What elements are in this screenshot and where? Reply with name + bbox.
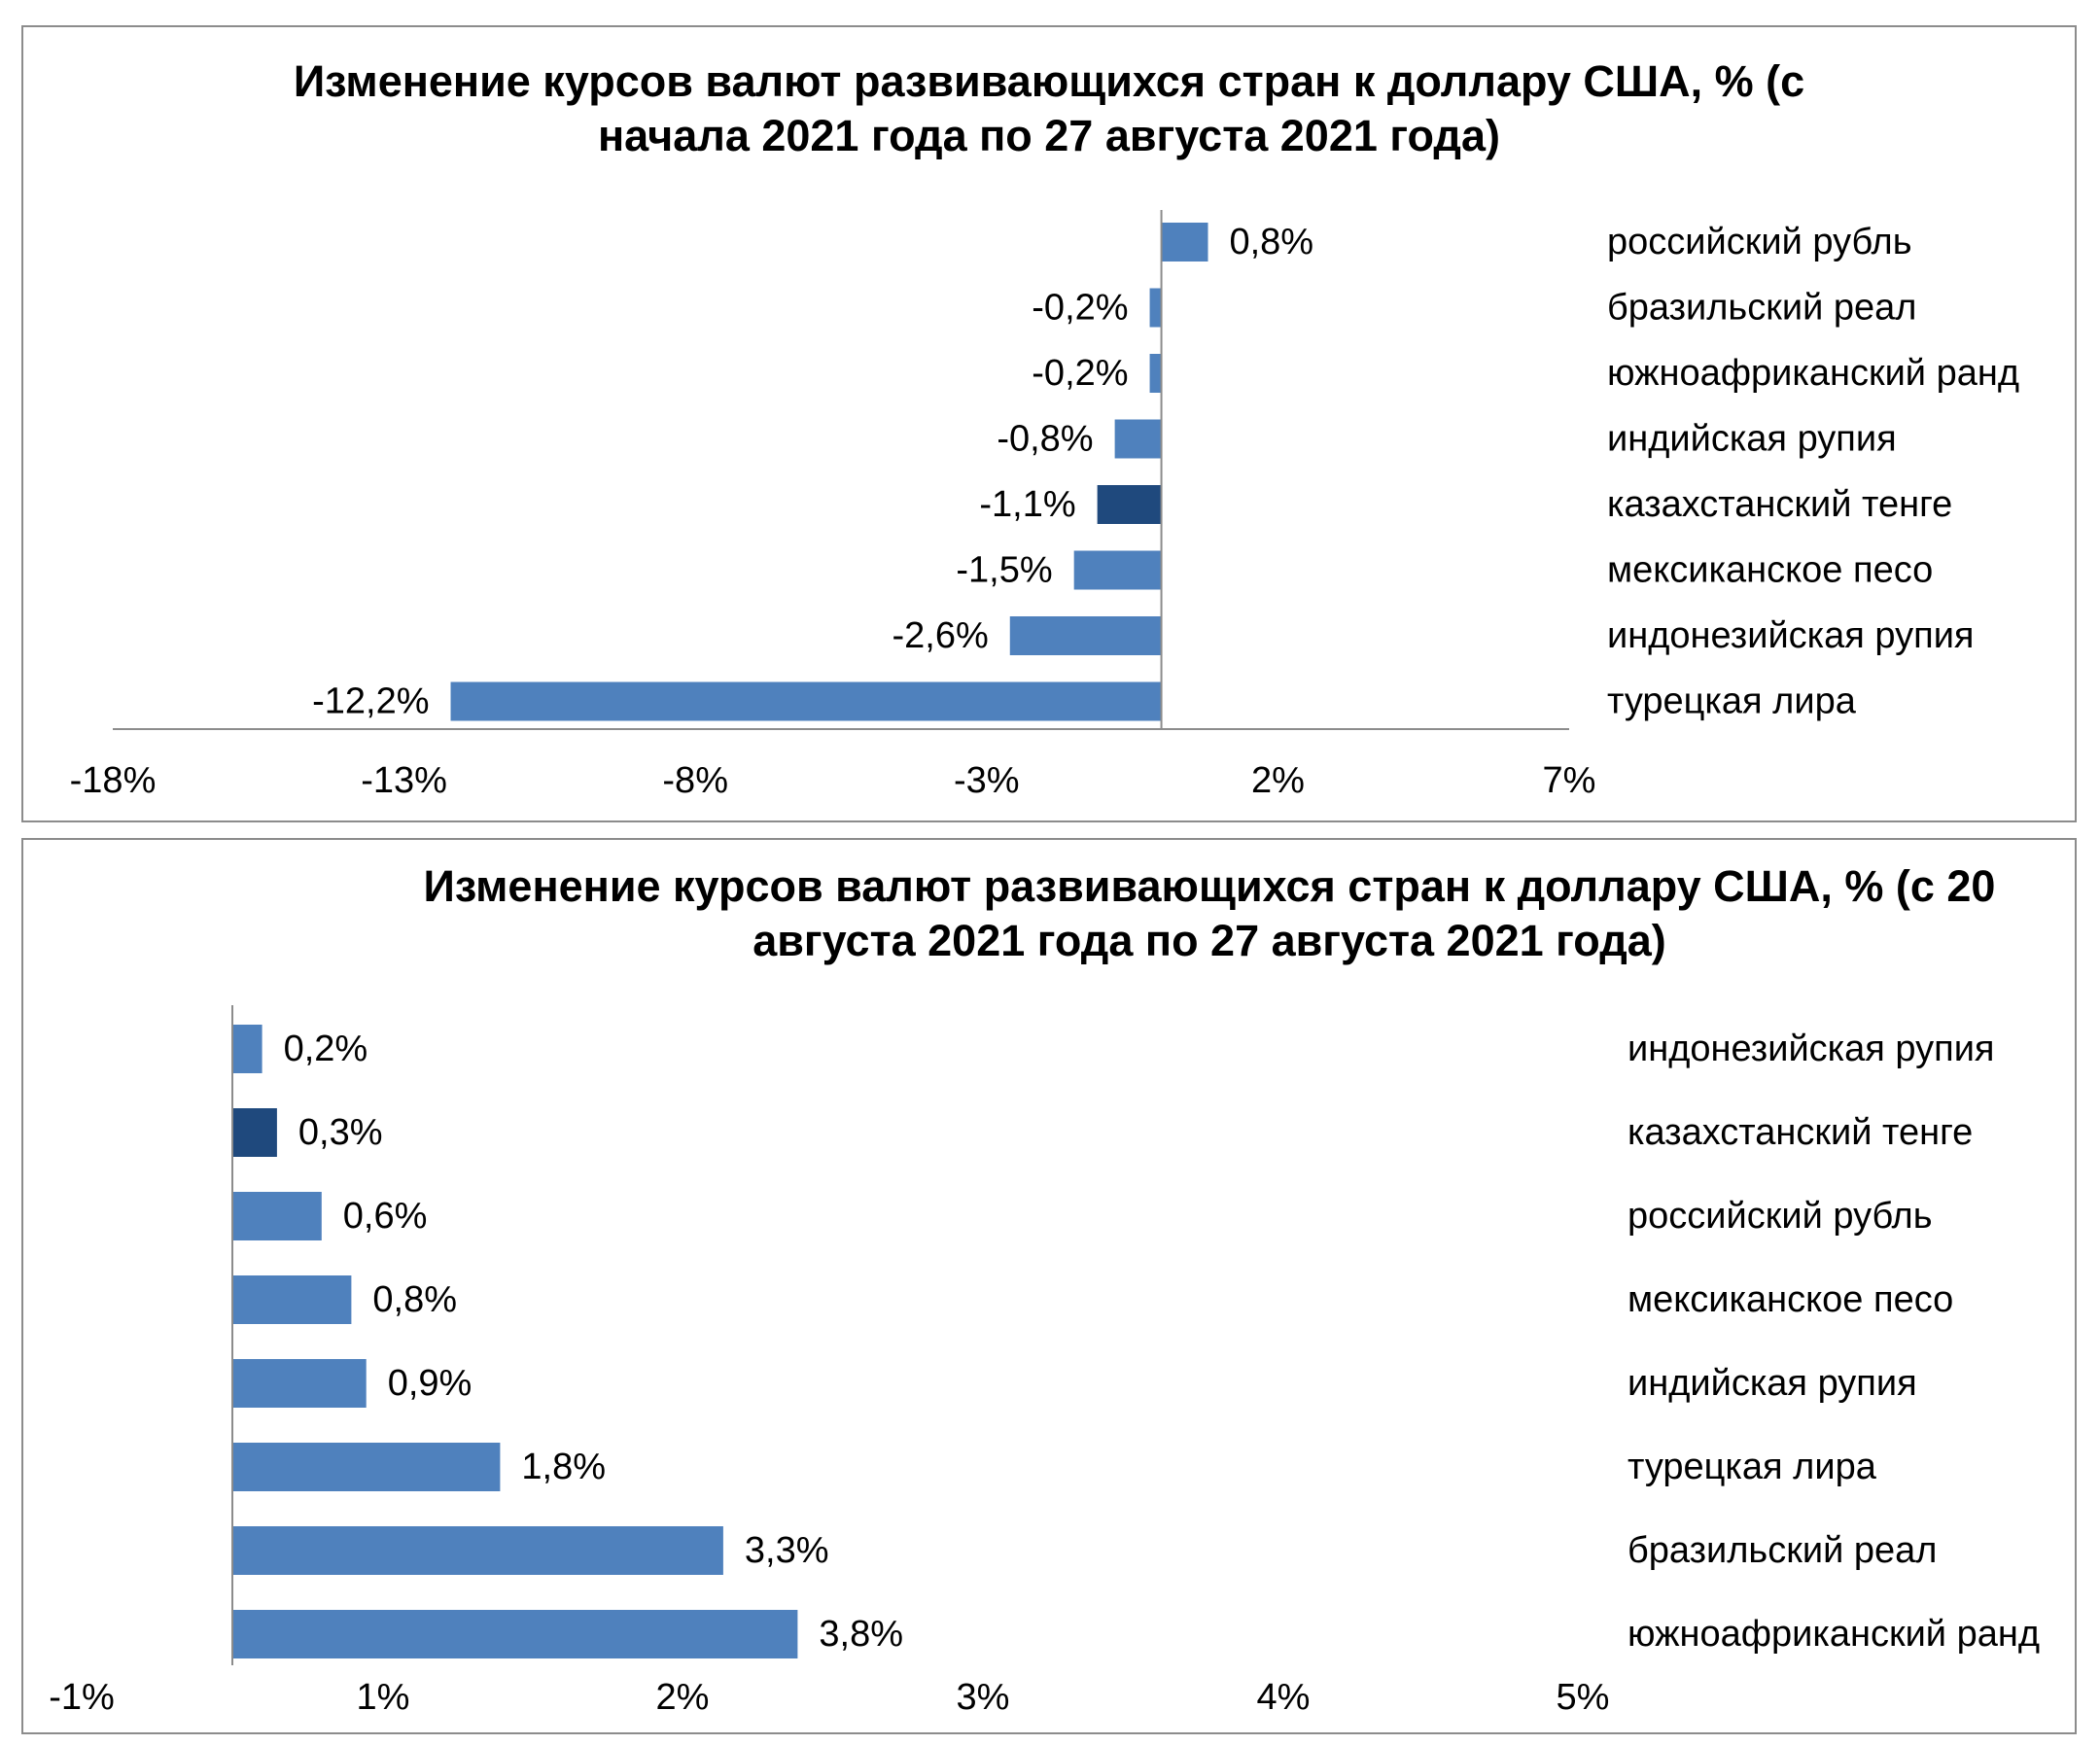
category-label: мексиканское песо (1628, 1279, 1953, 1320)
data-label: 0,3% (298, 1112, 383, 1153)
data-label: -0,8% (997, 419, 1093, 460)
data-label: 0,2% (284, 1029, 368, 1069)
x-tick-label: 2% (656, 1677, 710, 1718)
data-label: -0,2% (1032, 288, 1128, 329)
data-label: -1,5% (956, 550, 1052, 591)
bar (232, 1192, 322, 1240)
category-label: южноафриканский ранд (1607, 353, 2019, 394)
category-label: мексиканское песо (1607, 550, 1933, 591)
category-label: бразильский реал (1628, 1530, 1937, 1571)
data-label: -0,2% (1032, 353, 1128, 394)
category-label: индийская рупия (1628, 1363, 1917, 1404)
x-tick-label: -18% (70, 760, 157, 801)
x-tick-label: 5% (1557, 1677, 1610, 1718)
category-label: турецкая лира (1607, 681, 1857, 722)
chart-title: Изменение курсов валют развивающихся стр… (293, 56, 1805, 160)
category-label: казахстанский тенге (1607, 484, 1952, 525)
data-label: -1,1% (979, 484, 1075, 525)
x-tick-label: -13% (361, 760, 447, 801)
category-label: индонезийская рупия (1607, 615, 1975, 656)
bar (1097, 485, 1162, 524)
data-label: 0,9% (388, 1363, 472, 1404)
bar (232, 1275, 352, 1324)
data-label: 0,6% (343, 1196, 428, 1237)
data-label: 0,8% (372, 1279, 457, 1320)
bar (232, 1025, 262, 1073)
category-label: турецкая лира (1628, 1447, 1877, 1487)
category-label: южноафриканский ранд (1628, 1614, 2040, 1655)
bar (232, 1359, 367, 1408)
bar (1114, 419, 1162, 459)
chart-panel-top: Изменение курсов валют развивающихся стр… (21, 25, 2077, 822)
x-tick-label: 1% (357, 1677, 410, 1718)
bar-chart-top: 0,8% российский рубль -0,2% бразильский реа… (70, 210, 2019, 801)
chart-panel-bottom: Изменение курсов валют развивающихся стр… (21, 838, 2077, 1734)
category-label: индонезийская рупия (1628, 1029, 1995, 1069)
x-tick-label: 7% (1543, 760, 1596, 801)
bar (1073, 550, 1162, 590)
bar (1161, 223, 1208, 262)
bar (450, 681, 1162, 721)
data-label: -2,6% (892, 615, 988, 656)
data-label: 3,8% (819, 1614, 903, 1655)
data-label: 0,8% (1229, 222, 1313, 262)
x-tick-label: -3% (954, 760, 1020, 801)
bar (232, 1610, 798, 1658)
bar (232, 1443, 501, 1491)
bar (232, 1526, 723, 1575)
x-tick-label: 4% (1257, 1677, 1311, 1718)
category-label: индийская рупия (1607, 419, 1897, 460)
bar (232, 1108, 277, 1157)
data-label: 3,3% (745, 1530, 829, 1571)
x-tick-label: 2% (1251, 760, 1305, 801)
data-label: 1,8% (521, 1447, 606, 1487)
bar (1149, 288, 1162, 328)
category-label: российский рубль (1607, 222, 1912, 262)
category-label: бразильский реал (1607, 288, 1916, 329)
x-tick-label: -8% (662, 760, 728, 801)
bar (1009, 616, 1162, 655)
category-label: российский рубль (1628, 1196, 1933, 1237)
category-label: казахстанский тенге (1628, 1112, 1973, 1153)
x-tick-label: 3% (957, 1677, 1010, 1718)
bar-chart-bottom: 0,2% индонезийская рупия 0,3% казахстанский… (49, 1005, 2040, 1718)
chart-title: Изменение курсов валют развивающихся стр… (423, 861, 1996, 965)
x-tick-label: -1% (49, 1677, 115, 1718)
bar (1149, 354, 1162, 393)
data-label: -12,2% (312, 681, 429, 722)
